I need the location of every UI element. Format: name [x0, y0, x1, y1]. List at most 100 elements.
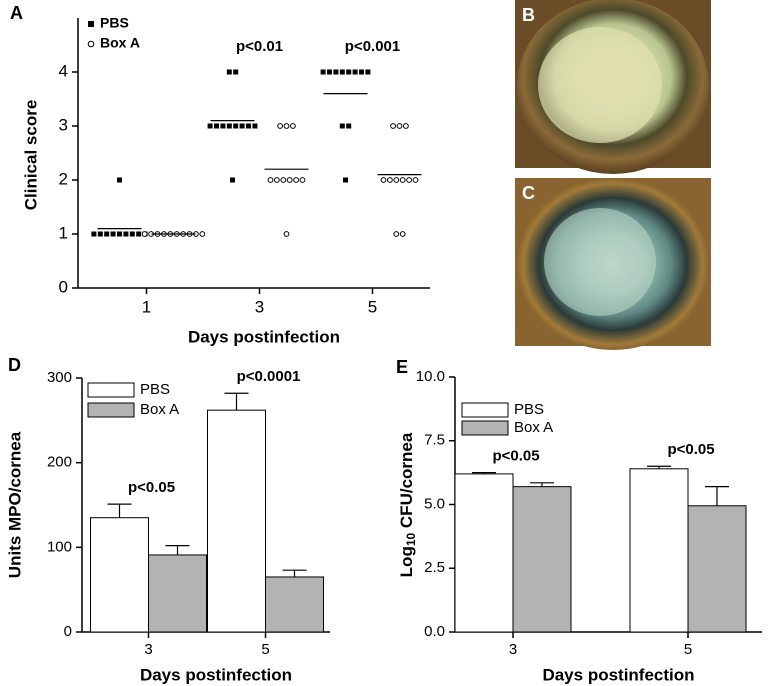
data-point	[104, 231, 110, 237]
data-point	[129, 231, 135, 237]
legend-label: Box A	[100, 35, 140, 51]
bar	[265, 576, 324, 633]
legend-label: Box A	[514, 419, 553, 436]
bar	[512, 486, 572, 633]
data-point	[246, 123, 251, 129]
data-point	[141, 231, 148, 237]
y-title-part: CFU/cornea	[397, 432, 416, 533]
y-tick-label: 1	[59, 223, 68, 242]
legend-label: Box A	[140, 401, 179, 418]
data-point	[365, 69, 371, 75]
legend-swatch	[461, 420, 509, 436]
data-point	[277, 123, 284, 129]
legend-swatch	[461, 402, 509, 418]
data-point	[339, 123, 345, 129]
data-point	[390, 123, 397, 129]
data-point	[230, 177, 235, 183]
legend-swatch	[87, 402, 135, 418]
data-point	[320, 69, 326, 75]
data-point	[283, 123, 290, 129]
data-point	[226, 123, 232, 129]
legend-label: PBS	[514, 401, 544, 418]
y-tick-label: 2	[59, 169, 68, 188]
legend-marker	[88, 21, 94, 27]
y-tick-label: 2.5	[424, 559, 445, 576]
p-value: p<0.05	[128, 479, 175, 496]
bar	[148, 554, 207, 633]
data-point	[352, 69, 358, 75]
data-point	[267, 177, 274, 183]
x-tick-label: 3	[255, 297, 264, 316]
x-axis-title: Days postinfection	[188, 327, 340, 346]
y-tick-label: 0.0	[424, 623, 445, 640]
x-axis-title: Days postinfection	[140, 665, 292, 684]
data-point	[233, 69, 239, 75]
y-tick-label: 300	[47, 369, 72, 386]
y-tick-label: 10.0	[416, 368, 445, 385]
data-point	[412, 177, 419, 183]
data-point	[110, 231, 116, 237]
y-tick-label: 3	[59, 115, 68, 134]
y-title-sub: 10	[404, 532, 418, 546]
y-axis-title: Log10 CFU/cornea	[397, 432, 418, 577]
data-point	[393, 177, 400, 183]
panel-label: B	[522, 5, 535, 25]
p-value: p<0.05	[492, 448, 539, 465]
data-point	[233, 123, 239, 129]
data-point	[290, 123, 296, 129]
data-point	[252, 123, 258, 129]
data-point	[117, 231, 122, 237]
panel-label: D	[8, 355, 21, 375]
data-point	[396, 123, 403, 129]
bar	[90, 517, 149, 633]
panel-label: A	[10, 3, 23, 23]
data-point	[293, 177, 300, 183]
x-tick-label: 5	[261, 641, 269, 658]
data-point	[339, 69, 345, 75]
data-point	[387, 177, 393, 183]
data-point	[274, 177, 280, 183]
photo-c: C	[515, 178, 711, 350]
data-point	[399, 231, 406, 237]
y-tick-label: 200	[47, 454, 72, 471]
x-axis-title: Days postinfection	[542, 665, 694, 684]
data-point	[406, 177, 413, 183]
bar	[687, 505, 747, 633]
x-tick-label: 3	[144, 641, 152, 658]
y-axis-title: Clinical score	[21, 100, 40, 211]
p-value: p<0.05	[667, 441, 714, 458]
panel-label: E	[396, 357, 408, 377]
x-tick-label: 5	[368, 297, 377, 316]
data-point	[117, 177, 122, 183]
y-tick-label: 0	[59, 277, 68, 296]
data-point	[207, 123, 213, 129]
data-point	[214, 123, 219, 129]
data-point	[393, 231, 400, 237]
data-point	[403, 123, 409, 129]
p-value: p<0.01	[236, 38, 283, 55]
data-point	[380, 177, 387, 183]
y-tick-label: 100	[47, 538, 72, 555]
legend-label: PBS	[100, 15, 129, 31]
data-point	[399, 177, 406, 183]
p-value: p<0.001	[345, 38, 400, 55]
p-value: p<0.0001	[237, 368, 301, 385]
x-tick-label: 1	[142, 297, 151, 316]
photo-b: B	[515, 0, 711, 174]
data-point	[359, 69, 364, 75]
data-point	[327, 69, 332, 75]
y-tick-label: 0	[64, 623, 72, 640]
data-point	[91, 231, 97, 237]
y-tick-label: 7.5	[424, 432, 445, 449]
data-point	[346, 69, 352, 75]
data-point	[226, 69, 232, 75]
x-tick-label: 3	[509, 641, 517, 658]
y-tick-label: 4	[59, 61, 68, 80]
y-axis-title: Units MPO/cornea	[5, 431, 24, 578]
data-point	[97, 231, 103, 237]
data-point	[239, 123, 245, 129]
data-point	[220, 123, 226, 129]
bar	[454, 473, 514, 633]
data-point	[286, 177, 293, 183]
